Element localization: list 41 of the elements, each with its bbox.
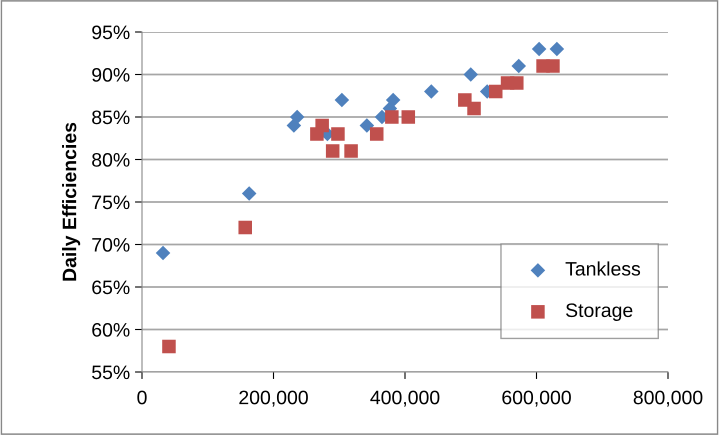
- point: [463, 67, 478, 82]
- point: [326, 144, 340, 158]
- point: [162, 340, 176, 354]
- point: [424, 84, 439, 99]
- point: [344, 144, 358, 158]
- point: [386, 92, 400, 108]
- point: [546, 59, 560, 73]
- point: [370, 127, 384, 141]
- y-axis-title: Daily Efficiencies: [62, 122, 80, 281]
- y-tick-label: 70%: [92, 238, 130, 252]
- point: [238, 220, 252, 234]
- point: [156, 246, 170, 260]
- point: [334, 92, 350, 108]
- y-tick-label: 65%: [92, 280, 130, 294]
- point: [360, 118, 374, 133]
- y-tick-label: 60%: [92, 322, 130, 337]
- point: [331, 127, 345, 141]
- point: [402, 110, 416, 124]
- point: [510, 76, 524, 90]
- y-tick-label: 90%: [92, 68, 130, 82]
- x-tick-label: 400,000: [370, 390, 440, 407]
- point: [532, 42, 546, 56]
- point: [242, 186, 256, 201]
- point: [385, 110, 399, 124]
- point: [511, 58, 526, 74]
- y-tick-label: 95%: [92, 25, 130, 40]
- y-tick-label: 55%: [92, 366, 130, 380]
- point: [488, 84, 503, 98]
- y-tick-label: 75%: [92, 196, 130, 210]
- legend-label: Storage: [566, 303, 632, 321]
- point: [467, 102, 481, 116]
- y-tick-label: 85%: [92, 110, 130, 124]
- x-tick-label: 200,000: [239, 390, 308, 407]
- point: [315, 118, 329, 132]
- point: [290, 110, 304, 124]
- x-tick-label: 0: [137, 390, 147, 404]
- x-tick-label: 600,000: [502, 390, 571, 407]
- point: [550, 42, 564, 56]
- y-tick-label: 80%: [92, 152, 130, 167]
- x-tick-label: 800,000: [634, 390, 702, 407]
- legend-label: Tankless: [566, 261, 640, 276]
